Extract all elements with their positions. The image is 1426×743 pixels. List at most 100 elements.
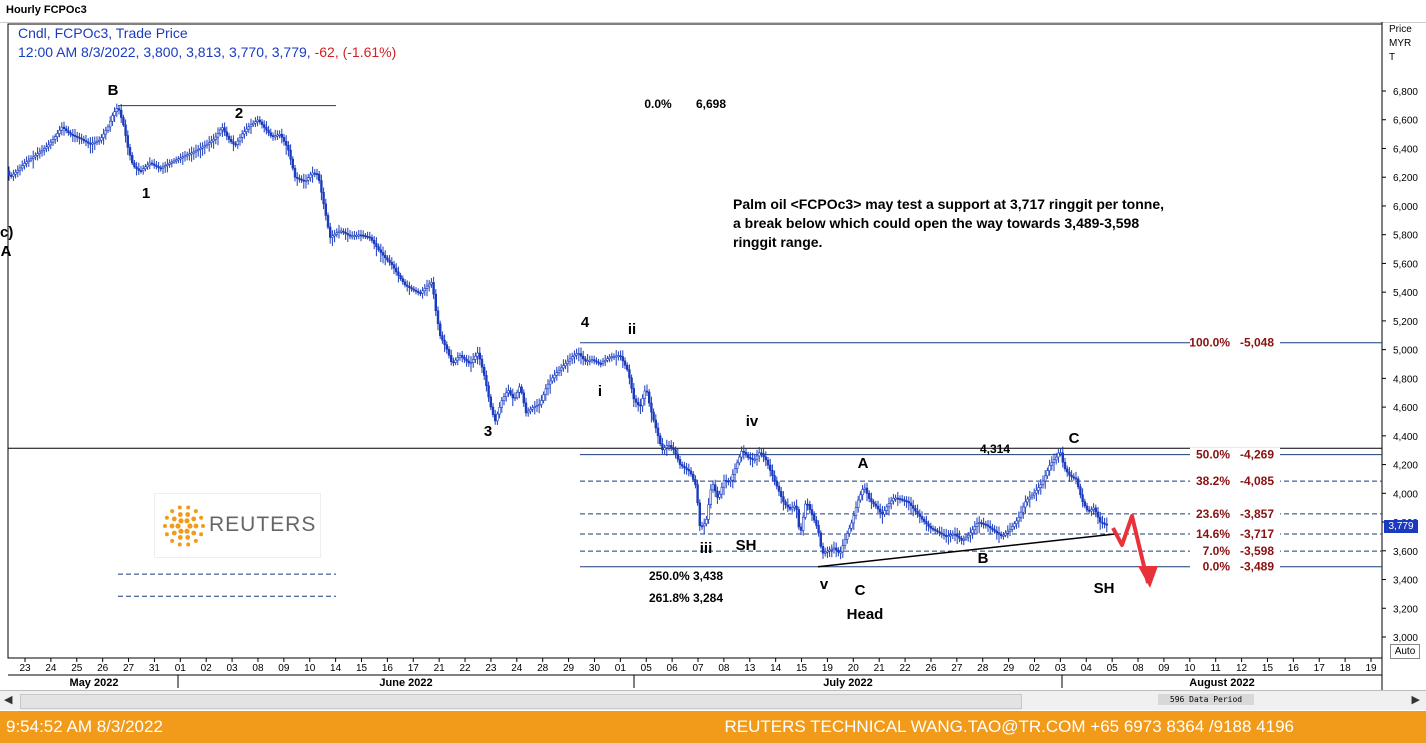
candle-body	[606, 358, 609, 361]
candle-body	[892, 498, 895, 502]
fib-level-percent: 23.6%	[1196, 507, 1230, 521]
chart-area[interactable]: PriceMYRT3,0003,2003,4003,6003,8004,0004…	[0, 22, 1426, 690]
x-tick-label: 12	[1236, 663, 1248, 674]
candle-body	[823, 551, 827, 554]
candle-body	[680, 464, 684, 467]
candle-body	[335, 232, 338, 235]
auto-scale-button[interactable]: Auto	[1390, 644, 1420, 659]
candle-body	[639, 404, 642, 407]
candle-body	[592, 359, 596, 362]
candle-body	[208, 142, 211, 145]
candle-body	[922, 518, 926, 522]
fib-label-bg	[1190, 506, 1280, 521]
candle-body	[390, 262, 393, 265]
candle-body	[65, 128, 68, 131]
x-tick-label: 30	[589, 663, 601, 674]
candle-body	[1004, 532, 1007, 536]
candle-body	[1096, 511, 1100, 518]
price-chart[interactable]: PriceMYRT3,0003,2003,4003,6003,8004,0004…	[0, 22, 1426, 690]
wave-label: i	[598, 383, 602, 400]
candle-body	[478, 352, 481, 360]
candle-body	[817, 525, 820, 534]
candle-body	[117, 108, 121, 111]
ohlc-values: 12:00 AM 8/3/2022, 3,800, 3,813, 3,770, …	[18, 44, 315, 60]
candle-body	[839, 551, 842, 554]
candle-body	[331, 235, 334, 238]
x-tick-label: 24	[45, 663, 57, 674]
candle-body	[625, 364, 629, 370]
candle-body	[920, 516, 924, 520]
candle-body	[1088, 509, 1091, 512]
candle-body	[566, 360, 570, 364]
candle-body	[219, 129, 222, 134]
candle-body	[641, 398, 644, 407]
candle-body	[315, 173, 319, 176]
logo-dot	[170, 509, 175, 514]
candle-body	[291, 158, 294, 169]
x-tick-label: 26	[925, 663, 937, 674]
candle-body	[414, 289, 418, 292]
scroll-left-icon[interactable]: ◀	[4, 694, 13, 706]
analysis-annotation: Palm oil <FCPOc3> may test a support at …	[733, 196, 1165, 250]
candle-body	[262, 124, 266, 128]
wave-label: B	[108, 82, 119, 99]
wave-label: ii	[628, 321, 636, 338]
candle-body	[1070, 474, 1073, 478]
candle-body	[683, 465, 686, 469]
candle-body	[608, 356, 611, 359]
y-tick-label: 5,600	[1393, 259, 1418, 270]
chart-window-title: Hourly FCPOc3	[6, 4, 87, 16]
logo-dot	[185, 512, 191, 517]
chart-legend-line1: Cndl, FCPOc3, Trade Price	[18, 25, 188, 41]
candle-body	[988, 526, 992, 529]
candle-body	[628, 369, 631, 379]
candle-body	[188, 153, 191, 156]
candle-body	[658, 435, 662, 445]
candle-body	[166, 164, 169, 166]
x-tick-label: 29	[1003, 663, 1015, 674]
candle-body	[124, 124, 127, 136]
wave-label: C	[1069, 430, 1080, 447]
horizontal-scrollbar[interactable]: ◀ 596 Data Period ▶	[0, 690, 1426, 710]
candle-body	[1063, 461, 1067, 470]
candle-body	[1066, 468, 1069, 473]
candle-body	[900, 498, 904, 501]
candle-body	[133, 162, 136, 168]
logo-dot	[177, 505, 182, 510]
candle-body	[731, 474, 735, 481]
candle-body	[137, 168, 140, 171]
candle-body	[1092, 507, 1095, 510]
logo-dot	[169, 523, 175, 529]
candle-body	[518, 386, 521, 393]
candle-body	[542, 394, 545, 401]
candle-body	[588, 359, 592, 362]
candle-body	[955, 534, 959, 537]
candle-body	[177, 158, 180, 161]
scrollbar-thumb[interactable]	[20, 694, 1022, 709]
candle-body	[722, 480, 726, 488]
candle-body	[590, 359, 594, 362]
candle-body	[91, 142, 94, 145]
wave-label: A	[858, 455, 869, 472]
candle-body	[520, 386, 523, 394]
candle-body	[562, 365, 565, 369]
candle-body	[293, 167, 297, 178]
candle-body	[650, 402, 653, 413]
x-tick-label: 08	[252, 663, 264, 674]
candle-body	[493, 414, 497, 422]
candle-body	[573, 354, 576, 357]
candle-body	[1024, 501, 1027, 508]
y-tick-label: 6,000	[1393, 202, 1418, 213]
scroll-right-icon[interactable]: ▶	[1411, 694, 1420, 706]
candle-body	[430, 282, 433, 285]
candle-body	[1059, 452, 1062, 455]
candle-body	[353, 235, 356, 237]
candle-body	[630, 377, 633, 389]
candle-body	[317, 173, 321, 181]
candle-body	[612, 355, 616, 358]
candle-body	[773, 475, 776, 482]
candle-body	[476, 352, 479, 357]
candle-body	[841, 545, 845, 553]
candle-body	[707, 504, 710, 520]
candle-body	[445, 344, 448, 350]
